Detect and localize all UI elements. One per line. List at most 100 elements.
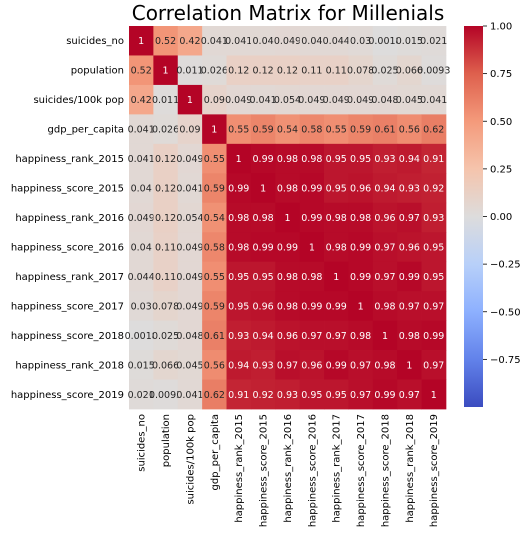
heatmap-cell-r5-c4	[226, 173, 252, 204]
heatmap-cell-r11-c6	[275, 350, 301, 380]
cell-value-label: 0.58	[301, 125, 322, 136]
heatmap-cell-r7-c0	[129, 232, 154, 263]
heatmap-cell-r6-c10	[372, 202, 398, 233]
heatmap-cell-r11-c3	[202, 350, 227, 380]
heatmap-cell-r6-c5	[250, 202, 276, 233]
cell-value-label: 0.93	[228, 331, 249, 342]
colorbar-tick-label: −0.50	[490, 307, 521, 318]
heatmap-cell-r10-c8	[324, 320, 349, 351]
cell-value-label: 1	[211, 125, 217, 136]
heatmap-cell-r3-c0	[129, 114, 154, 145]
heatmap-cell-r8-c9	[348, 261, 374, 292]
heatmap-cell-r4-c2	[177, 143, 203, 174]
cell-value-label: 0.42	[179, 36, 200, 47]
cell-value-label: 0.99	[326, 301, 347, 312]
heatmap-cell-r7-c6	[275, 232, 301, 263]
cell-value-label: 0.93	[374, 154, 395, 165]
heatmap-cell-r6-c6	[275, 202, 301, 233]
cell-value-label: 0.96	[374, 213, 395, 224]
cell-value-label: 0.96	[399, 242, 420, 253]
cell-value-label: 0.12	[155, 213, 176, 224]
heatmap-cell-r0-c7	[299, 26, 325, 56]
cell-value-label: 0.62	[423, 125, 444, 136]
column-label-happiness-score-2015: happiness_score_2015	[259, 414, 270, 527]
cell-value-label: 0.59	[204, 184, 225, 195]
heatmap-cell-r8-c4	[226, 261, 252, 292]
cell-value-label: 0.078	[152, 301, 179, 312]
heatmap-cell-r7-c11	[397, 232, 422, 263]
heatmap-cell-r11-c9	[348, 350, 374, 380]
cell-value-label: 0.99	[326, 360, 347, 371]
heatmap-cell-r10-c6	[275, 320, 301, 351]
cell-value-label: 0.041	[420, 95, 447, 106]
heatmap-cell-r10-c10	[372, 320, 398, 351]
row-label-gdp-per-capita: gdp_per_capita	[48, 125, 124, 136]
heatmap-cell-r6-c2	[177, 202, 203, 233]
heatmap-cell-r8-c10	[372, 261, 398, 292]
cell-value-label: 0.0093	[149, 390, 182, 401]
heatmap-cell-r12-c11	[397, 379, 422, 410]
cell-value-label: 0.049	[274, 36, 301, 47]
heatmap-cell-r7-c1	[153, 232, 179, 263]
cell-value-label: 0.054	[176, 213, 203, 224]
chart-title: Correlation Matrix for Millenials	[132, 1, 445, 25]
cell-value-label: 0.041	[128, 125, 155, 136]
cell-value-label: 0.92	[253, 390, 274, 401]
heatmap-cell-r6-c3	[202, 202, 227, 233]
heatmap-cell-r0-c8	[324, 26, 349, 56]
column-label-suicides-no: suicides_no	[137, 414, 148, 472]
cell-value-label: 0.97	[350, 360, 371, 371]
row-label-suicides-no: suicides_no	[66, 36, 124, 47]
cell-value-label: 0.98	[301, 272, 322, 283]
row-label-happiness-rank-2016: happiness_rank_2016	[15, 213, 124, 224]
column-labels: suicides_no population suicides/100k pop gd…	[137, 414, 441, 527]
cell-value-label: 0.12	[155, 154, 176, 165]
heatmap-cell-r2-c4	[226, 84, 252, 115]
cell-value-label: 0.04	[131, 242, 152, 253]
cell-value-label: 0.011	[152, 95, 179, 106]
cell-value-label: 1	[163, 66, 169, 77]
column-label-gdp-per-capita: gdp_per_capita	[210, 414, 221, 490]
heatmap-cell-r6-c4	[226, 202, 252, 233]
cell-value-label: 0.041	[249, 95, 276, 106]
colorbar-gradient	[464, 26, 483, 407]
heatmap-cell-r9-c12	[421, 291, 447, 321]
heatmap-cell-r10-c4	[226, 320, 252, 351]
heatmap-cell-r7-c3	[202, 232, 227, 263]
heatmap-cell-r6-c9	[348, 202, 374, 233]
heatmap-cell-r6-c1	[153, 202, 179, 233]
cell-value-label: 0.99	[277, 242, 298, 253]
column-label-happiness-score-2016: happiness_score_2016	[307, 414, 318, 527]
heatmap-cell-r3-c7	[299, 114, 325, 145]
cell-value-label: 0.03	[131, 301, 152, 312]
cell-value-label: 0.044	[128, 272, 155, 283]
heatmap-cell-r4-c9	[348, 143, 374, 174]
heatmap-cell-r12-c4	[226, 379, 252, 410]
cell-value-label: 0.58	[204, 242, 225, 253]
cell-value-label: 0.041	[176, 184, 203, 195]
cell-value-label: 0.045	[396, 95, 423, 106]
cell-value-label: 0.021	[420, 36, 447, 47]
heatmap-cell-r12-c6	[275, 379, 301, 410]
colorbar-tick-label: −0.25	[490, 260, 521, 271]
cell-value-label: 0.95	[423, 242, 444, 253]
heatmap-cell-r10-c3	[202, 320, 227, 351]
heatmap-cell-r5-c12	[421, 173, 447, 204]
heatmap-cell-r5-c11	[397, 173, 422, 204]
heatmap-cell-r1-c7	[299, 55, 325, 86]
heatmap-cell-r1-c5	[250, 55, 276, 86]
colorbar-tick-label: 0.50	[490, 117, 512, 128]
heatmap-cell-r1-c4	[226, 55, 252, 86]
cell-value-label: 0.59	[350, 125, 371, 136]
cell-value-label: 0.078	[347, 66, 374, 77]
heatmap-cell-r1-c12	[421, 55, 447, 86]
heatmap-cell-r3-c1	[153, 114, 179, 145]
cell-value-label: 0.52	[155, 36, 176, 47]
heatmap-cell-r2-c10	[372, 84, 398, 115]
heatmap-cell-r9-c5	[250, 291, 276, 321]
cell-value-label: 1	[333, 272, 339, 283]
heatmap-cell-r1-c3	[202, 55, 227, 86]
heatmap-cell-r7-c8	[324, 232, 349, 263]
cell-value-label: 1	[284, 213, 290, 224]
